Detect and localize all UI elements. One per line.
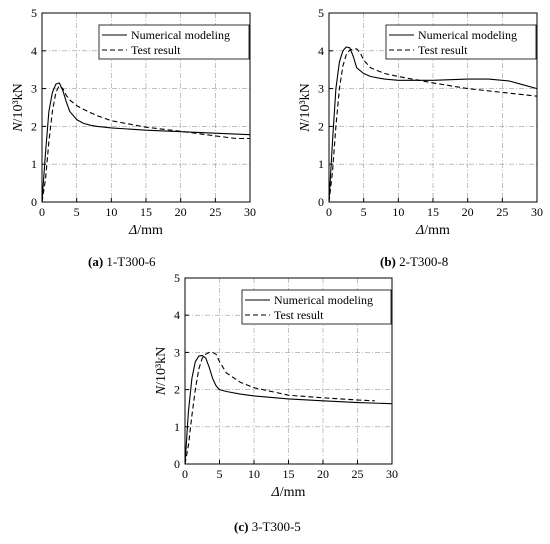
- x-tick-label-c: 10: [248, 467, 260, 481]
- x-tick-label-b: 30: [531, 205, 543, 219]
- x-tick-label-a: 0: [39, 205, 45, 219]
- legend-label-a-0: Numerical modeling: [131, 28, 230, 42]
- x-tick-label-a: 30: [244, 205, 256, 219]
- caption-a-letter: (a): [88, 254, 104, 269]
- series-line-b-test: [328, 48, 538, 203]
- y-tick-label-a: 5: [31, 6, 37, 20]
- y-axis-label-a: N/10³kN: [11, 83, 26, 133]
- x-axis-label-b: Δ/mm: [415, 223, 450, 238]
- series-line-a-numerical: [41, 82, 251, 203]
- legend-label-c-0: Numerical modeling: [274, 293, 373, 307]
- x-tick-label-a: 25: [209, 205, 221, 219]
- y-tick-label-a: 2: [31, 119, 37, 133]
- x-tick-label-c: 0: [182, 467, 188, 481]
- legend-box-c: [241, 289, 392, 325]
- y-tick-label-c: 5: [174, 271, 180, 285]
- legend-box-a: [98, 24, 250, 60]
- y-tick-label-a: 0: [31, 195, 37, 209]
- y-tick-label-c: 2: [174, 383, 180, 397]
- chart-a: 0 5 10 15 20 25 30 0 1 2 3 4 5 Δ/mm N/10³kN Numerical m…: [11, 6, 256, 238]
- y-tick-label-b: 0: [318, 195, 324, 209]
- legend-box-b: [385, 24, 537, 60]
- x-tick-label-a: 10: [105, 205, 117, 219]
- y-axis-label-b: N/10³kN: [298, 83, 313, 133]
- x-tick-label-c: 15: [283, 467, 295, 481]
- legend-label-b-0: Numerical modeling: [418, 28, 517, 42]
- series-line-a-test: [41, 85, 250, 203]
- y-tick-label-c: 3: [174, 345, 180, 359]
- y-tick-label-b: 5: [318, 6, 324, 20]
- x-tick-label-b: 0: [326, 205, 332, 219]
- y-tick-label-a: 1: [31, 157, 37, 171]
- y-axis-label-c: N/10³kN: [154, 347, 169, 397]
- legend-label-b-1: Test result: [418, 43, 468, 57]
- y-tick-label-a: 3: [31, 82, 37, 96]
- y-tick-label-a: 4: [31, 44, 37, 58]
- caption-c-text: 3-T300-5: [248, 519, 301, 534]
- y-tick-label-b: 4: [318, 44, 324, 58]
- x-tick-label-b: 10: [392, 205, 404, 219]
- x-tick-label-a: 20: [175, 205, 187, 219]
- x-tick-label-a: 5: [74, 205, 80, 219]
- x-tick-label-c: 30: [386, 467, 398, 481]
- x-axis-label-c: Δ/mm: [271, 485, 306, 500]
- caption-a-text: 1-T300-6: [103, 254, 156, 269]
- y-tick-label-c: 4: [174, 308, 180, 322]
- caption-c: (c) 3-T300-5: [234, 519, 301, 535]
- y-tick-label-b: 2: [318, 119, 324, 133]
- series-line-c-test: [184, 351, 375, 465]
- y-tick-label-c: 0: [174, 457, 180, 471]
- chart-b: 0 5 10 15 20 25 30 0 1 2 3 4 5 Δ/mm N/10³kN Numerical m…: [298, 6, 543, 238]
- x-tick-label-b: 25: [496, 205, 508, 219]
- caption-b: (b) 2-T300-8: [380, 254, 448, 270]
- y-tick-label-b: 1: [318, 157, 324, 171]
- x-tick-label-c: 20: [317, 467, 329, 481]
- series-line-c-numerical: [184, 354, 393, 465]
- chart-c: 0 5 10 15 20 25 30 0 1 2 3 4 5 Δ/mm N/10³kN Numerical m…: [154, 271, 398, 500]
- caption-c-letter: (c): [234, 519, 249, 534]
- x-tick-label-b: 5: [361, 205, 367, 219]
- caption-a: (a) 1-T300-6: [88, 254, 156, 270]
- caption-b-letter: (b): [380, 254, 396, 269]
- caption-b-text: 2-T300-8: [395, 254, 449, 269]
- legend-label-a-1: Test result: [131, 43, 181, 57]
- x-axis-label-a: Δ/mm: [128, 223, 163, 238]
- x-tick-label-c: 25: [352, 467, 364, 481]
- series-line-b-numerical: [328, 46, 538, 203]
- y-tick-label-b: 3: [318, 82, 324, 96]
- x-tick-label-c: 5: [217, 467, 223, 481]
- x-tick-label-b: 20: [462, 205, 474, 219]
- y-tick-label-c: 1: [174, 420, 180, 434]
- x-tick-label-a: 15: [140, 205, 152, 219]
- x-tick-label-b: 15: [427, 205, 439, 219]
- legend-label-c-1: Test result: [274, 308, 324, 322]
